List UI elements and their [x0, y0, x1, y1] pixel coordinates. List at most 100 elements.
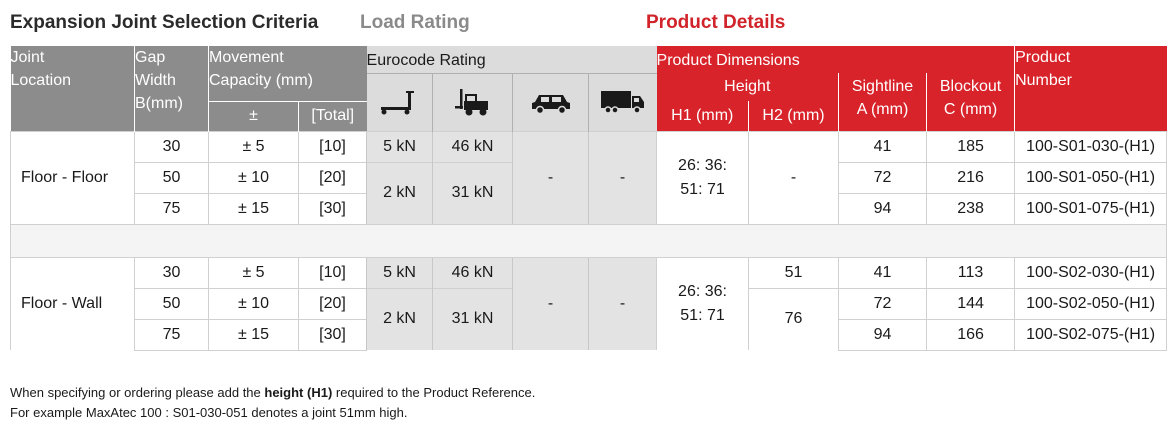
section-load-rating: Load Rating: [360, 12, 470, 33]
footnote-line2: For example MaxAtec 100 : S01-030-051 de…: [10, 405, 408, 420]
h1-line2: 51: 71: [680, 180, 725, 198]
h2-cell: 76: [748, 287, 839, 350]
header-gap-line3: B(mm): [135, 95, 183, 112]
h1-cell: 26: 36: 51: 71: [656, 256, 749, 350]
sightline-cell: 41: [838, 256, 927, 288]
footnote-line1-post: required to the Product Reference.: [332, 385, 536, 400]
group-separator: [9, 223, 1168, 258]
rating-pallet-cell: 2 kN: [366, 287, 433, 350]
gap-cell: 75: [134, 318, 209, 351]
truck-icon: [600, 91, 644, 114]
product-number-cell: 100-S01-030-(H1): [1014, 130, 1168, 162]
rating-pallet-cell: 5 kN: [366, 256, 433, 288]
header-truck: [588, 72, 657, 131]
product-number-cell: 100-S01-050-(H1): [1014, 161, 1168, 193]
table-row: 75 ± 15 [30] 94 166 100-S02-075-(H1): [11, 318, 1168, 351]
header-movement-capacity: Movement Capacity (mm): [207, 46, 367, 101]
header-blockout: Blockout C (mm): [926, 73, 1015, 131]
header-eurocode-rating: Eurocode Rating: [366, 46, 657, 73]
section-selection-criteria: Expansion Joint Selection Criteria: [10, 12, 319, 33]
pallet-truck-icon: [381, 91, 415, 115]
blockout-cell: 185: [926, 130, 1015, 162]
rating-forklift-cell: 31 kN: [432, 161, 513, 224]
header-forklift: [432, 72, 513, 131]
h1-cell: 26: 36: 51: 71: [656, 130, 749, 224]
rating-truck-cell: -: [588, 256, 657, 350]
gap-cell: 30: [134, 256, 209, 288]
header-product-line1: Product: [1015, 49, 1071, 66]
car-icon: [531, 95, 570, 115]
product-number-cell: 100-S02-030-(H1): [1014, 256, 1168, 288]
sightline-cell: 94: [838, 192, 927, 224]
header-h1: H1 (mm): [656, 101, 749, 131]
blockout-cell: 238: [926, 192, 1015, 224]
sightline-cell: 72: [838, 161, 927, 193]
movement-pm-cell: ± 15: [208, 192, 299, 224]
header-sightline: Sightline A (mm): [838, 73, 927, 131]
rating-car-cell: -: [512, 256, 589, 350]
movement-pm-cell: ± 10: [208, 161, 299, 193]
header-gap-width: Gap Width B(mm): [134, 46, 209, 131]
product-number-cell: 100-S02-050-(H1): [1014, 287, 1168, 319]
gap-cell: 50: [134, 161, 209, 193]
group-separator-cell: [9, 223, 1168, 258]
section-headings: Expansion Joint Selection Criteria Load …: [10, 12, 1170, 38]
header-sightline-line2: A (mm): [856, 101, 909, 118]
product-number-cell: 100-S01-075-(H1): [1014, 192, 1168, 224]
header-blockout-line1: Blockout: [939, 78, 1002, 95]
table-row: Floor - Floor 30 ± 5 [10] 5 kN 46 kN - -…: [10, 130, 1168, 224]
movement-total-cell: [30]: [297, 192, 367, 224]
h1-line2: 51: 71: [680, 306, 725, 324]
movement-total-cell: [20]: [297, 287, 367, 319]
movement-total-cell: [30]: [297, 318, 367, 351]
header-joint-location: Joint Location: [10, 46, 135, 131]
rating-forklift-cell: 46 kN: [432, 256, 513, 288]
header-movement-total: [Total]: [297, 100, 367, 131]
header-movement-line1: Movement: [209, 49, 284, 66]
h1-line1: 26: 36:: [678, 282, 727, 300]
header-pallet-truck: [366, 72, 433, 131]
gap-cell: 50: [134, 287, 209, 319]
header-sightline-line1: Sightline: [851, 78, 914, 95]
forklift-icon: [454, 89, 488, 116]
table-row: 50 ± 10 [20] 2 kN 31 kN 76 72 144 100-S0…: [11, 287, 1168, 350]
movement-total-cell: [10]: [297, 130, 367, 162]
sightline-cell: 72: [838, 287, 927, 319]
blockout-cell: 113: [926, 256, 1015, 288]
movement-pm-cell: ± 10: [208, 287, 299, 319]
movement-total-cell: [10]: [297, 256, 367, 288]
header-product-number: Product Number: [1014, 46, 1167, 131]
product-number-cell: 100-S02-075-(H1): [1014, 318, 1168, 351]
movement-pm-cell: ± 5: [208, 256, 299, 288]
header-blockout-line2: C (mm): [943, 101, 998, 118]
joint-location-cell: Floor - Floor: [10, 130, 135, 224]
rating-pallet-cell: 5 kN: [366, 130, 433, 162]
footnote-line1-pre: When specifying or ordering please add t…: [10, 385, 265, 400]
rating-pallet-cell: 2 kN: [366, 161, 433, 224]
table-row: 50 ± 10 [20] 2 kN 31 kN 72 216 100-S01-0…: [11, 161, 1168, 224]
footnote-line1: When specifying or ordering please add t…: [10, 383, 535, 403]
header-joint-location-line1: Joint: [10, 49, 45, 66]
sightline-cell: 94: [838, 318, 927, 351]
rating-car-cell: -: [512, 130, 589, 224]
header-car: [512, 72, 589, 131]
header-joint-location-line2: Location: [10, 72, 72, 89]
blockout-cell: 216: [926, 161, 1015, 193]
gap-cell: 75: [134, 192, 209, 224]
h2-cell: -: [748, 130, 839, 224]
movement-pm-cell: ± 15: [208, 318, 299, 351]
table-row: 75 ± 15 [30] 94 238 100-S01-075-(H1): [11, 192, 1168, 224]
rating-forklift-cell: 46 kN: [432, 130, 513, 162]
header-movement-line2: Capacity (mm): [209, 72, 314, 89]
header-movement-pm: ±: [208, 100, 299, 131]
blockout-cell: 144: [926, 287, 1015, 319]
h1-line1: 26: 36:: [678, 156, 727, 174]
movement-pm-cell: ± 5: [208, 130, 299, 162]
section-product-details: Product Details: [646, 12, 786, 33]
sightline-cell: 41: [838, 130, 927, 162]
header-height: Height: [656, 73, 839, 101]
header-h2: H2 (mm): [748, 101, 839, 131]
joint-location-cell: Floor - Wall: [10, 256, 135, 350]
blockout-cell: 166: [926, 318, 1015, 351]
header-gap-line1: Gap: [135, 49, 166, 66]
